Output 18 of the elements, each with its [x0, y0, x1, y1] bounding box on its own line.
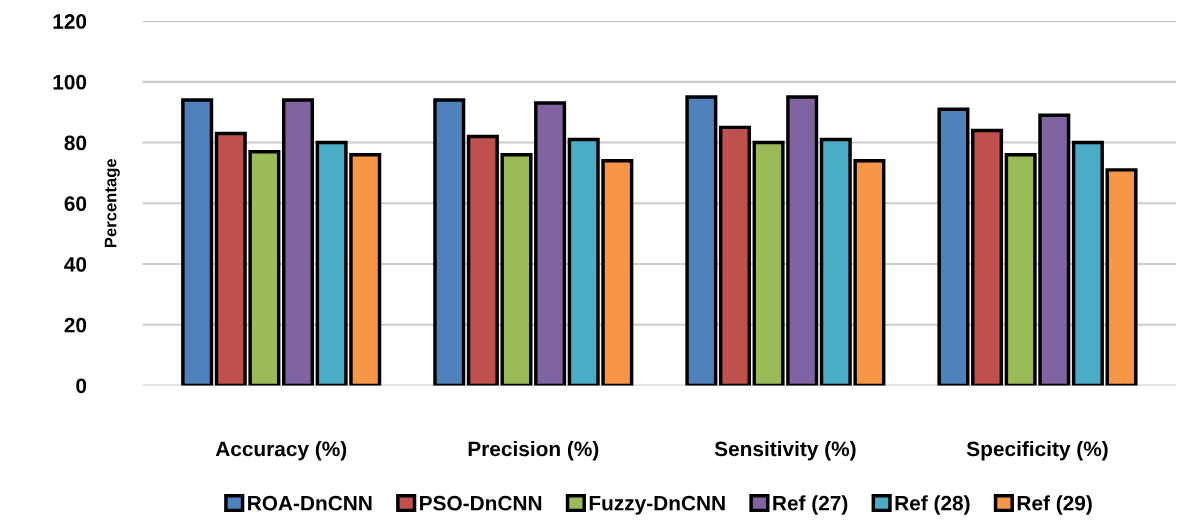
x-tick-label: Specificity (%) [966, 441, 1108, 461]
y-tick-label: 40 [64, 257, 87, 272]
y-tick-label: 100 [53, 74, 87, 90]
x-tick-label: Sensitivity (%) [714, 441, 856, 461]
legend-label: Ref (28) [895, 495, 970, 515]
y-tick-label: 60 [64, 196, 87, 212]
legend-label: Ref (27) [773, 495, 848, 515]
x-tick-label: Accuracy (%) [215, 441, 347, 461]
legend-label: PSO-DnCNN [420, 495, 542, 511]
y-tick-label: 20 [64, 317, 87, 333]
legend-label: Ref (29) [1017, 495, 1092, 515]
legend-label: ROA-DnCNN [248, 495, 372, 511]
y-tick-label: 120 [53, 14, 87, 29]
y-tick-label: 80 [64, 135, 87, 151]
x-tick-label: Precision (%) [468, 441, 599, 461]
y-tick-label: 0 [76, 378, 87, 394]
legend-label: Fuzzy-DnCNN [589, 495, 725, 515]
y-axis-title: Percentage [104, 158, 120, 248]
